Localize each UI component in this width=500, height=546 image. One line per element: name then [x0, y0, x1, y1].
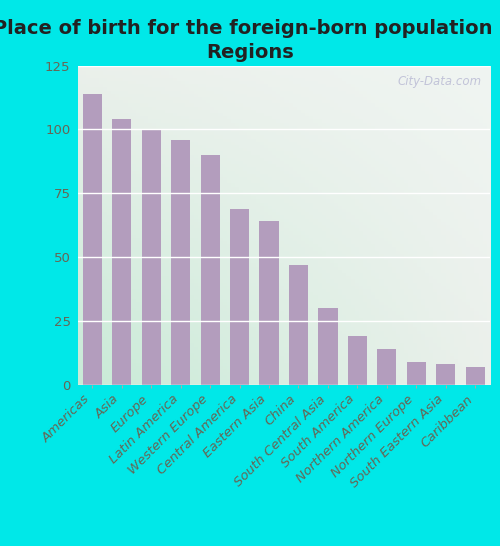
Bar [348, 336, 367, 385]
Bar [378, 349, 396, 385]
Bar [436, 365, 456, 385]
Bar [318, 308, 338, 385]
Bar [289, 265, 308, 385]
Bar [82, 93, 102, 385]
Bar [171, 140, 190, 385]
Text: City-Data.com: City-Data.com [398, 75, 482, 88]
Bar [200, 155, 220, 385]
Bar [466, 367, 485, 385]
Bar [260, 221, 278, 385]
Bar [142, 129, 161, 385]
Bar [407, 362, 426, 385]
Bar [112, 119, 132, 385]
Bar [230, 209, 249, 385]
Text: Place of birth for the foreign-born population -
Regions: Place of birth for the foreign-born popu… [0, 19, 500, 62]
